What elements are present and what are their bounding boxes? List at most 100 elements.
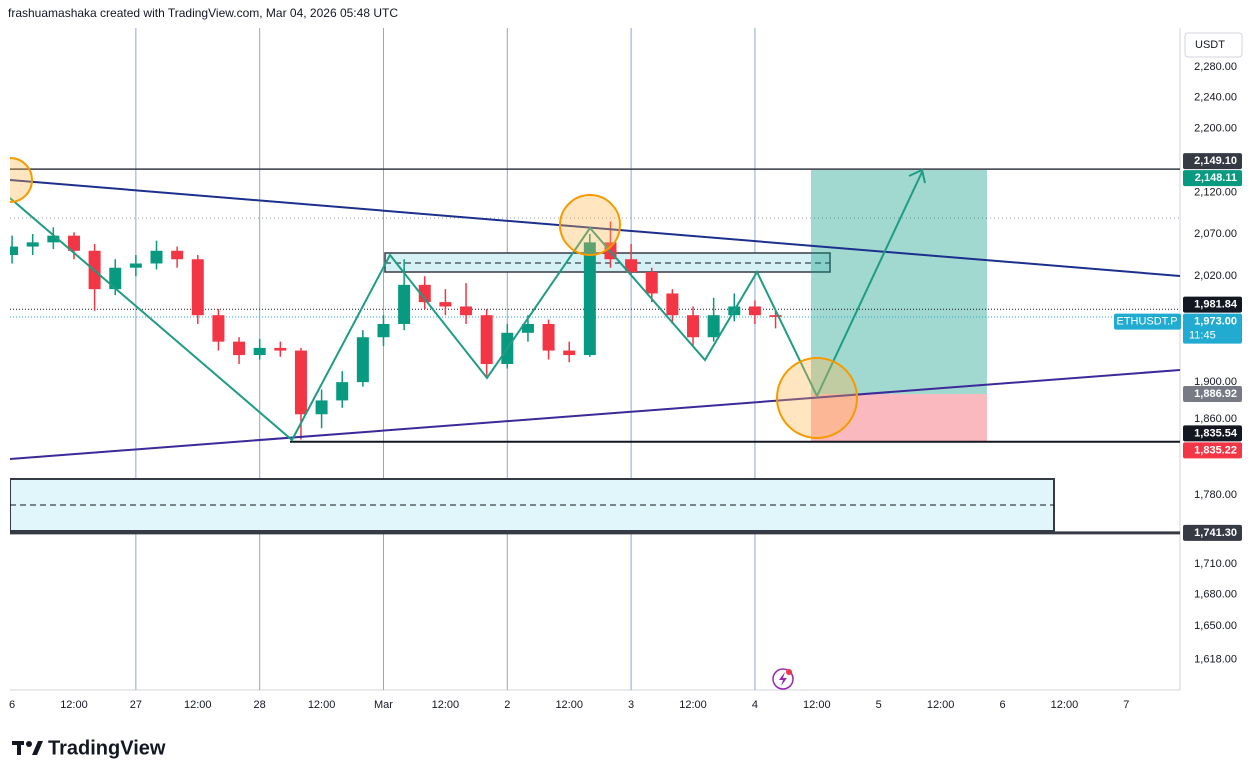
highlight-circle bbox=[559, 194, 621, 256]
candle-body bbox=[109, 267, 122, 290]
brand-logo bbox=[12, 741, 43, 755]
candle-body bbox=[480, 315, 493, 365]
header-credit: frashuamashaka created with TradingView.… bbox=[8, 6, 398, 20]
x-tick-label: 6 bbox=[9, 699, 15, 711]
candle-body bbox=[10, 246, 19, 256]
candle-body bbox=[439, 302, 452, 307]
x-tick-label: 12:00 bbox=[679, 699, 707, 711]
price-tag-label: 1,973.00 bbox=[1194, 315, 1237, 327]
highlight-circle bbox=[776, 357, 858, 439]
y-tick-label: 2,020.00 bbox=[1194, 270, 1237, 282]
x-tick-label: 27 bbox=[130, 699, 142, 711]
candle-body bbox=[563, 350, 576, 356]
symbol-label: ETHUSDT.P bbox=[1116, 315, 1177, 327]
candle-body bbox=[356, 337, 369, 383]
candle-body bbox=[687, 315, 700, 338]
x-tick-label: 12:00 bbox=[184, 699, 212, 711]
x-tick-label: 12:00 bbox=[432, 699, 460, 711]
y-tick-label: 2,070.00 bbox=[1194, 228, 1237, 240]
y-tick-label: 2,200.00 bbox=[1194, 123, 1237, 135]
price-tag bbox=[1183, 442, 1242, 459]
x-tick-label: Mar bbox=[374, 699, 393, 711]
candle-body bbox=[521, 323, 534, 333]
x-tick-label: 5 bbox=[876, 699, 882, 711]
time-axis: 6 12:00 27 12:00 28 12:00 Mar 12:00 2 12:00 3 12:00… bbox=[9, 699, 1129, 711]
y-tick-label: 1,710.00 bbox=[1194, 558, 1237, 570]
candle-body bbox=[398, 284, 411, 324]
x-tick-label: 12:00 bbox=[803, 699, 831, 711]
candle-body bbox=[460, 306, 473, 316]
candle-body bbox=[315, 400, 328, 415]
price-tag-label: 1,981.84 bbox=[1194, 298, 1238, 310]
candle-body bbox=[336, 382, 349, 401]
candle-body bbox=[377, 323, 390, 338]
price-tag-label: 1,835.54 bbox=[1194, 427, 1238, 439]
candle-body bbox=[625, 259, 638, 272]
price-tag bbox=[1183, 296, 1242, 313]
price-axis: 2,280.00 2,240.00 2,200.00 2,120.00 2,070.00… bbox=[1194, 61, 1237, 666]
candle-body bbox=[26, 242, 39, 247]
candle-body bbox=[666, 293, 679, 316]
x-tick-label: 12:00 bbox=[927, 699, 955, 711]
upper-trendline bbox=[10, 179, 1180, 277]
countdown-label: 11:45 bbox=[1189, 329, 1216, 341]
y-tick-label: 1,618.00 bbox=[1194, 654, 1237, 666]
price-tag bbox=[1183, 313, 1242, 344]
symbol-tag bbox=[1114, 313, 1181, 330]
currency-box[interactable] bbox=[1184, 32, 1243, 58]
x-tick-label: 28 bbox=[254, 699, 266, 711]
loss-zone bbox=[811, 394, 987, 443]
price-tag-label: 1,886.92 bbox=[1194, 388, 1237, 400]
event-icon[interactable] bbox=[772, 668, 794, 690]
projection-path bbox=[10, 171, 923, 442]
x-tick-label: 6 bbox=[999, 699, 1005, 711]
candle-body bbox=[748, 306, 761, 316]
price-tag bbox=[1183, 153, 1242, 170]
candle-body bbox=[707, 315, 720, 338]
x-tick-label: 12:00 bbox=[1051, 699, 1079, 711]
drawings bbox=[10, 157, 1180, 460]
candle-body bbox=[583, 242, 596, 356]
y-tick-label: 2,280.00 bbox=[1194, 61, 1237, 73]
x-tick-label: 12:00 bbox=[60, 699, 88, 711]
candle-body bbox=[129, 263, 142, 268]
price-tag-label: 2,148.11 bbox=[1195, 172, 1237, 184]
lower-trendline bbox=[10, 369, 1180, 460]
x-tick-label: 7 bbox=[1123, 699, 1129, 711]
profit-zone bbox=[811, 169, 987, 395]
candle-body bbox=[769, 315, 782, 317]
candle-body bbox=[47, 235, 60, 243]
candle-body bbox=[645, 271, 658, 294]
x-tick-label: 12:00 bbox=[555, 699, 583, 711]
price-tag bbox=[1183, 386, 1242, 403]
candle-body bbox=[274, 347, 287, 351]
x-tick-label: 3 bbox=[628, 699, 634, 711]
y-tick-label: 1,680.00 bbox=[1194, 589, 1237, 601]
currency-label: USDT bbox=[1195, 39, 1225, 51]
y-tick-label: 2,240.00 bbox=[1194, 91, 1237, 103]
brand-name: TradingView bbox=[48, 737, 166, 759]
candle-body bbox=[150, 250, 163, 264]
highlight-circle bbox=[10, 157, 33, 203]
price-tag bbox=[1183, 425, 1242, 442]
price-tag-label: 1,741.30 bbox=[1194, 527, 1237, 539]
y-tick-label: 1,900.00 bbox=[1194, 376, 1237, 388]
x-tick-label: 4 bbox=[752, 699, 758, 711]
price-tag bbox=[1183, 524, 1242, 541]
y-tick-label: 2,120.00 bbox=[1194, 187, 1237, 199]
candle-body bbox=[191, 259, 204, 316]
y-tick-label: 1,650.00 bbox=[1194, 620, 1237, 632]
price-tag bbox=[1183, 170, 1242, 187]
zones bbox=[10, 217, 1180, 532]
y-tick-label: 1,860.00 bbox=[1194, 413, 1237, 425]
x-tick-label: 12:00 bbox=[308, 699, 336, 711]
x-tick-label: 2 bbox=[504, 699, 510, 711]
candle-body bbox=[542, 323, 555, 351]
position-tool bbox=[811, 169, 987, 443]
price-tags: 2,149.10 2,148.11 1,981.84 1,973.00 11:45 ETH… bbox=[1114, 153, 1242, 541]
projection-arrowhead bbox=[908, 168, 926, 184]
y-tick-label: 1,780.00 bbox=[1194, 489, 1237, 501]
